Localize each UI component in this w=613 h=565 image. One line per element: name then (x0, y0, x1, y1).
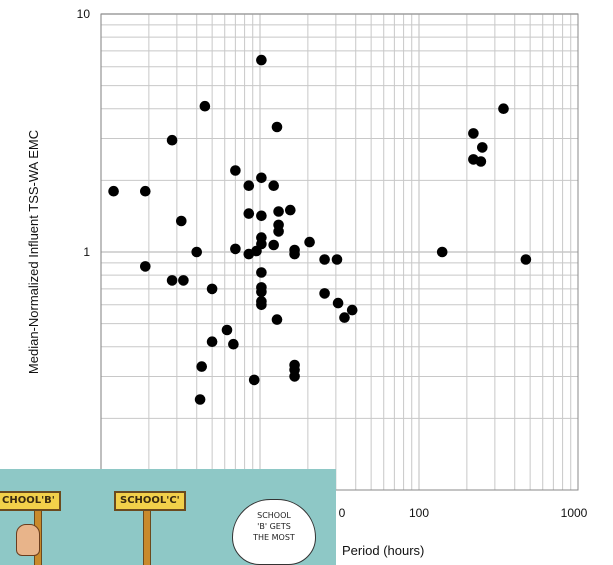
data-point (319, 288, 330, 299)
y-tick-label-1: 1 (83, 245, 90, 259)
data-point (339, 312, 350, 323)
cartoon-overlay: CHOOL'B' SCHOOL'C' SCHOOL 'B' GETS THE M… (0, 469, 336, 565)
data-point (319, 254, 330, 265)
x-tick-label-100: 100 (409, 506, 429, 520)
data-point (191, 246, 202, 258)
data-points (108, 54, 532, 405)
y-tick-label-10: 10 (77, 7, 91, 21)
data-point (304, 236, 315, 248)
data-point (206, 336, 218, 348)
data-point (520, 254, 532, 265)
data-point (140, 261, 151, 272)
data-point (196, 361, 207, 372)
x-tick-label-1000: 1000 (561, 506, 588, 520)
data-point (256, 286, 267, 298)
data-point (285, 204, 296, 216)
data-point (268, 239, 280, 251)
data-point (477, 142, 488, 153)
data-point (228, 338, 239, 350)
data-point (256, 172, 267, 184)
data-point (206, 283, 218, 295)
data-point (166, 134, 178, 146)
data-point (271, 314, 283, 325)
data-point (230, 243, 241, 255)
speech-bubble: SCHOOL 'B' GETS THE MOST (232, 499, 316, 565)
data-point (256, 54, 267, 66)
data-point (248, 374, 260, 386)
school-b-sign: CHOOL'B' (0, 491, 61, 511)
data-point (251, 245, 262, 257)
data-point (256, 299, 267, 311)
sign-post-right (143, 509, 151, 565)
data-point (140, 185, 151, 197)
grid-lines (100, 13, 578, 490)
y-axis-title: Median-Normalized Influent TSS-WA EMC (26, 130, 41, 374)
data-point (468, 128, 479, 139)
data-point (271, 121, 283, 133)
data-point (289, 248, 300, 260)
data-point (332, 297, 344, 309)
data-point (475, 156, 487, 167)
plot-frame (100, 13, 579, 491)
cartoon-character (16, 524, 40, 556)
data-point (498, 103, 509, 114)
bubble-line-2: 'B' GETS (257, 522, 291, 531)
data-point (243, 180, 255, 191)
data-point (346, 304, 358, 316)
school-c-sign: SCHOOL'C' (114, 491, 186, 511)
data-point (436, 246, 448, 258)
x-axis-title: Period (hours) (342, 543, 424, 558)
data-point (166, 275, 178, 286)
x-tick-label-0: 0 (339, 506, 346, 520)
data-point (221, 324, 233, 336)
data-point (108, 185, 119, 197)
bubble-line-3: THE MOST (253, 533, 295, 542)
data-point (331, 254, 343, 265)
data-point (230, 165, 241, 176)
data-point (273, 206, 284, 217)
data-point (194, 394, 206, 405)
data-point (256, 210, 267, 222)
data-point (199, 100, 211, 112)
data-point (178, 275, 189, 286)
data-point (243, 208, 255, 219)
data-point (268, 180, 280, 191)
bubble-line-1: SCHOOL (257, 511, 291, 520)
data-point (289, 371, 300, 382)
data-point (273, 226, 284, 237)
data-point (176, 215, 187, 227)
data-point (256, 267, 267, 278)
